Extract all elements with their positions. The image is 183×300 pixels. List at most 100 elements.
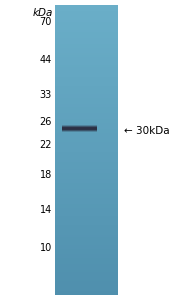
Bar — [55, 266, 118, 268]
Bar — [55, 84, 118, 86]
Bar — [55, 152, 118, 154]
Bar — [55, 193, 118, 194]
Bar — [55, 171, 118, 173]
Bar — [55, 80, 118, 82]
Bar — [55, 9, 118, 11]
Bar — [55, 47, 118, 50]
Bar — [55, 82, 118, 84]
Bar — [55, 144, 118, 146]
Bar — [55, 218, 118, 220]
Bar — [55, 127, 118, 129]
Bar — [55, 111, 118, 113]
Bar — [55, 106, 118, 107]
Bar — [55, 270, 118, 272]
Bar — [55, 214, 118, 216]
Bar — [55, 90, 118, 92]
Bar — [55, 30, 118, 32]
Text: 22: 22 — [40, 140, 52, 150]
Bar — [62, 127, 97, 130]
Bar — [55, 185, 118, 187]
Bar — [55, 5, 118, 7]
Bar — [55, 278, 118, 280]
Bar — [55, 233, 118, 235]
Text: 14: 14 — [40, 205, 52, 215]
Bar — [55, 198, 118, 200]
Bar — [55, 73, 118, 75]
Bar — [55, 16, 118, 19]
Bar — [55, 190, 118, 193]
Bar — [55, 121, 118, 123]
Bar — [55, 76, 118, 79]
Bar — [55, 162, 118, 164]
Bar — [55, 88, 118, 90]
Bar — [55, 224, 118, 225]
Bar — [55, 183, 118, 185]
Text: 18: 18 — [40, 170, 52, 180]
Bar — [55, 107, 118, 110]
Bar — [55, 96, 118, 98]
Bar — [55, 44, 118, 46]
Bar — [55, 7, 118, 9]
Bar — [55, 13, 118, 15]
Bar — [55, 216, 118, 218]
Bar — [55, 22, 118, 24]
Bar — [55, 206, 118, 208]
Bar — [55, 53, 118, 55]
Bar — [55, 24, 118, 26]
Bar — [55, 40, 118, 42]
Bar — [55, 46, 118, 47]
Bar — [55, 175, 118, 177]
Text: kDa: kDa — [33, 8, 53, 18]
Bar — [55, 208, 118, 210]
Bar — [55, 140, 118, 142]
Text: 70: 70 — [40, 17, 52, 27]
Bar — [55, 274, 118, 276]
Bar — [55, 280, 118, 281]
Bar — [55, 281, 118, 284]
Bar — [55, 169, 118, 171]
Bar — [55, 243, 118, 245]
Bar — [55, 123, 118, 125]
Bar — [62, 128, 97, 131]
Bar — [62, 126, 97, 129]
Bar — [55, 272, 118, 274]
Bar — [55, 146, 118, 148]
Bar — [55, 75, 118, 76]
Bar — [62, 125, 97, 128]
Bar — [55, 34, 118, 36]
Bar — [55, 129, 118, 131]
Text: ← 30kDa: ← 30kDa — [124, 126, 170, 136]
Bar — [55, 262, 118, 264]
Bar — [55, 221, 118, 224]
Text: 26: 26 — [40, 117, 52, 127]
Bar — [55, 134, 118, 136]
Bar — [55, 42, 118, 44]
Bar — [55, 138, 118, 140]
Bar — [55, 177, 118, 179]
Bar — [55, 86, 118, 88]
Bar — [55, 293, 118, 295]
Bar — [55, 247, 118, 249]
Bar — [55, 212, 118, 214]
Bar — [55, 136, 118, 138]
Bar — [55, 102, 118, 103]
Bar — [55, 115, 118, 117]
Bar — [55, 131, 118, 133]
Bar — [55, 200, 118, 202]
Bar — [55, 181, 118, 183]
Bar — [55, 204, 118, 206]
Bar — [55, 94, 118, 96]
Bar — [55, 92, 118, 94]
Text: 44: 44 — [40, 55, 52, 65]
Text: 33: 33 — [40, 90, 52, 100]
Bar — [55, 38, 118, 40]
Bar — [55, 239, 118, 241]
Bar — [55, 250, 118, 253]
Bar — [55, 150, 118, 152]
Bar — [55, 65, 118, 67]
Bar — [55, 61, 118, 63]
Bar — [55, 154, 118, 156]
Bar — [55, 167, 118, 169]
Bar — [55, 196, 118, 198]
Bar — [55, 227, 118, 229]
